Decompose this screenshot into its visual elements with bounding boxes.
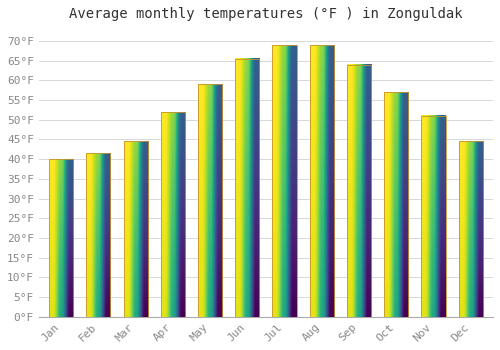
- Bar: [272, 45, 296, 317]
- Bar: [86, 153, 110, 317]
- Bar: [384, 92, 408, 317]
- Bar: [198, 84, 222, 317]
- Bar: [458, 141, 483, 317]
- Bar: [49, 159, 73, 317]
- Bar: [347, 64, 371, 317]
- Title: Average monthly temperatures (°F ) in Zonguldak: Average monthly temperatures (°F ) in Zo…: [69, 7, 462, 21]
- Bar: [310, 45, 334, 317]
- Bar: [124, 141, 148, 317]
- Bar: [160, 112, 185, 317]
- Bar: [235, 58, 260, 317]
- Bar: [422, 116, 446, 317]
